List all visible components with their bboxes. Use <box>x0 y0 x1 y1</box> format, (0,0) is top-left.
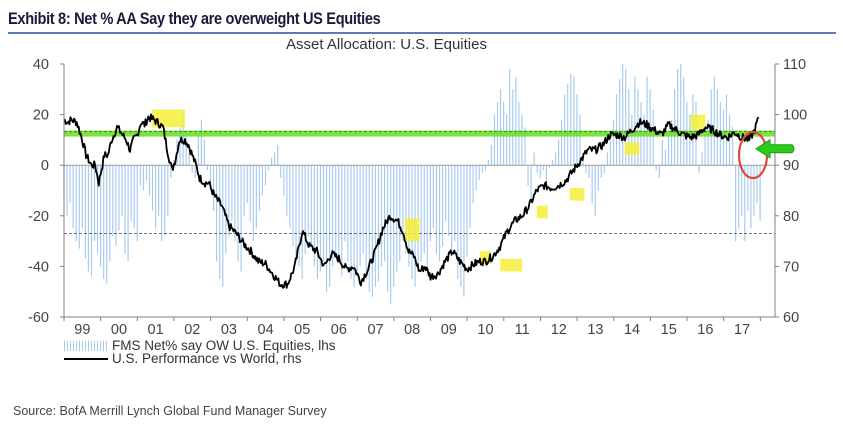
left-tick-label: -40 <box>28 259 49 275</box>
legend-entry-bars: FMS Net% say OW U.S. Equities, lhs <box>64 339 336 352</box>
x-tick-label: 13 <box>587 322 603 338</box>
highlight-box <box>151 109 185 128</box>
annotations <box>737 130 795 180</box>
x-tick-label: 08 <box>404 322 420 338</box>
x-tick-label: 07 <box>367 322 383 338</box>
legend-label-bars: FMS Net% say OW U.S. Equities, lhs <box>112 338 336 353</box>
right-tick-label: 60 <box>783 310 799 326</box>
x-tick-label: 00 <box>111 322 127 338</box>
legend-label-line: U.S. Performance vs World, rhs <box>112 351 302 366</box>
legend-entry-line: U.S. Performance vs World, rhs <box>64 352 336 365</box>
source-note: Source: BofA Merrill Lynch Global Fund M… <box>13 404 327 418</box>
exhibit-title: Exhibit 8: Net % AA Say they are overwei… <box>8 9 381 28</box>
title-divider <box>8 32 836 34</box>
x-tick-label: 04 <box>258 322 274 338</box>
right-tick-label: 110 <box>783 57 806 73</box>
x-tick-label: 02 <box>184 322 200 338</box>
x-tick-label: 03 <box>221 322 237 338</box>
x-tick-label: 06 <box>331 322 347 338</box>
axes: 40 20 0 -20 -40 -60 110 100 90 80 70 60 99 00 01 02 03 04… <box>28 57 807 338</box>
reference-band-upper <box>64 130 775 137</box>
highlight-box <box>624 142 640 156</box>
x-tick-label: 12 <box>551 322 567 338</box>
performance-line <box>63 113 760 289</box>
arrow-icon <box>755 138 795 159</box>
x-tick-label: 05 <box>294 322 310 338</box>
x-tick-label: 01 <box>148 322 164 338</box>
highlight-box <box>569 187 585 201</box>
legend-swatch-line <box>64 357 108 360</box>
right-tick-label: 90 <box>783 158 799 174</box>
x-tick-label: 14 <box>624 322 640 338</box>
right-tick-label: 70 <box>783 259 799 275</box>
x-tick-label: 10 <box>477 322 493 338</box>
x-tick-label: 09 <box>441 322 457 338</box>
highlight-box <box>404 218 420 242</box>
highlight-boxes <box>151 109 706 272</box>
left-tick-label: 20 <box>33 108 49 124</box>
left-tick-label: -60 <box>28 310 49 326</box>
legend: FMS Net% say OW U.S. Equities, lhs U.S. … <box>64 339 336 365</box>
bar-series <box>63 64 761 305</box>
chart-title: Asset Allocation: U.S. Equities <box>286 36 487 53</box>
highlight-circle <box>737 130 769 180</box>
right-tick-label: 80 <box>783 209 799 225</box>
x-tick-label: 15 <box>661 322 677 338</box>
left-tick-label: 40 <box>33 57 49 73</box>
x-tick-label: 16 <box>697 322 713 338</box>
left-tick-label: 0 <box>41 158 49 174</box>
legend-swatch-bars <box>64 340 108 351</box>
highlight-box <box>479 251 491 264</box>
highlight-box <box>536 205 548 219</box>
right-tick-label: 100 <box>783 108 807 124</box>
x-tick-label: 99 <box>74 322 90 338</box>
x-tick-label: 11 <box>515 322 530 338</box>
line-series <box>63 113 760 289</box>
x-tick-label: 17 <box>734 322 750 338</box>
highlight-box <box>500 258 523 272</box>
highlight-box <box>690 114 706 130</box>
left-tick-label: -20 <box>28 209 49 225</box>
